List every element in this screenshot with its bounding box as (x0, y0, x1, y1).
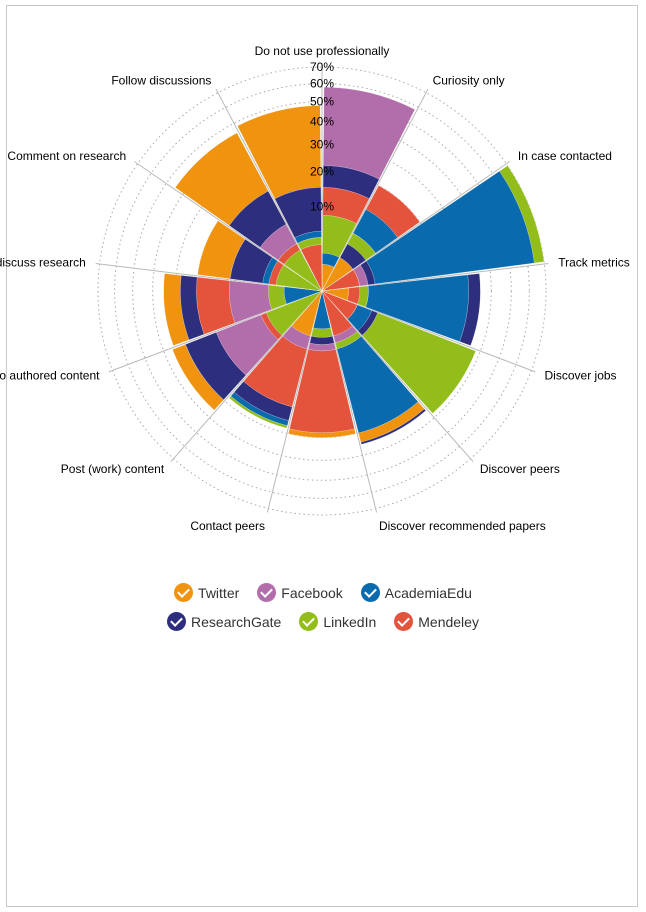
category-label: Share links to authored content (0, 368, 100, 382)
legend-item-facebook[interactable]: Facebook (257, 583, 343, 602)
sector-twitter[interactable] (321, 287, 349, 301)
category-label: Curiosity only (433, 73, 505, 87)
sector-mendeley[interactable] (289, 290, 355, 433)
sector-academiaedu[interactable] (313, 290, 331, 330)
grid-ring (97, 66, 547, 516)
sector-twitter[interactable] (321, 257, 354, 292)
tick-label: 50% (310, 95, 334, 109)
category-label: Actively discuss research (0, 255, 86, 269)
checkmark-icon (360, 583, 380, 602)
tick-label: 70% (310, 60, 334, 74)
category-label: Post (work) content (61, 462, 165, 476)
category-spokes (95, 63, 549, 513)
legend-item-researchgate[interactable]: ResearchGate (167, 612, 281, 631)
category-spoke (95, 263, 323, 292)
category-label: Discover peers (480, 462, 560, 476)
category-spoke (266, 290, 323, 513)
legend-item-mendeley[interactable]: Mendeley (394, 612, 479, 631)
legend-item-academiaedu[interactable]: AcademiaEdu (360, 583, 472, 602)
sector-twitter[interactable] (321, 264, 335, 292)
legend-label: LinkedIn (323, 613, 377, 630)
legend-item-twitter[interactable]: Twitter (174, 583, 239, 602)
category-spoke (321, 263, 549, 292)
sector-linkedin[interactable] (283, 249, 323, 292)
sector-academiaedu[interactable] (321, 170, 535, 292)
legend-row: ResearchGate LinkedIn Mendeley (0, 612, 646, 631)
legend-label: Twitter (198, 584, 240, 601)
category-label: Follow discussions (111, 73, 211, 87)
sector-mendeley[interactable] (321, 290, 358, 320)
checkmark-icon (167, 612, 187, 631)
sector-academiaedu[interactable] (283, 286, 323, 305)
category-spoke (321, 290, 378, 513)
legend-label: Facebook (281, 584, 343, 601)
legend-label: Mendeley (418, 613, 479, 630)
legend-label: AcademiaEdu (384, 584, 472, 601)
legend-item-linkedin[interactable]: LinkedIn (299, 612, 376, 631)
sector-mendeley[interactable] (300, 244, 323, 292)
sector-twitter[interactable] (291, 290, 323, 337)
sector-linkedin[interactable] (275, 264, 323, 292)
legend: Twitter Facebook AcademiaEdu ResearchGate L… (0, 583, 646, 641)
checkmark-icon (174, 583, 194, 602)
checkmark-icon (257, 583, 277, 602)
checkmark-icon (299, 612, 319, 631)
tick-label: 20% (310, 164, 334, 178)
category-spoke (170, 290, 323, 462)
category-label: In case contacted (518, 149, 612, 163)
category-spoke (134, 161, 323, 292)
tick-label: 60% (310, 77, 334, 91)
tick-label: 30% (310, 137, 334, 151)
category-label: Contact peers (190, 519, 265, 533)
radial-tick-labels: 10% 20% 30% 40% 50% 60% 70% (310, 60, 334, 213)
checkmark-icon (394, 612, 414, 631)
category-label: Discover jobs (545, 368, 617, 382)
tick-label: 40% (310, 115, 334, 129)
legend-label: ResearchGate (191, 613, 282, 630)
legend-row: Twitter Facebook AcademiaEdu (0, 583, 646, 602)
category-label: Discover recommended papers (379, 519, 546, 533)
category-spoke (321, 290, 536, 373)
category-label: Do not use professionally (255, 44, 390, 58)
sector-mendeley[interactable] (321, 269, 360, 292)
tick-label: 10% (310, 199, 334, 213)
category-spoke (321, 88, 429, 292)
category-label: Track metrics (558, 255, 630, 269)
category-spoke (108, 290, 323, 373)
category-label: Comment on research (7, 149, 126, 163)
polar-area-chart: 10% 20% 30% 40% 50% 60% 70% Do not use profess… (0, 44, 630, 533)
category-labels: Do not use professionally Curiosity only I… (0, 44, 630, 533)
category-spoke (321, 290, 474, 462)
category-spoke (215, 88, 323, 292)
sector-linkedin[interactable] (266, 290, 323, 336)
category-spoke (321, 161, 510, 292)
sector-mendeley[interactable] (321, 290, 353, 337)
data-sectors (163, 86, 545, 445)
